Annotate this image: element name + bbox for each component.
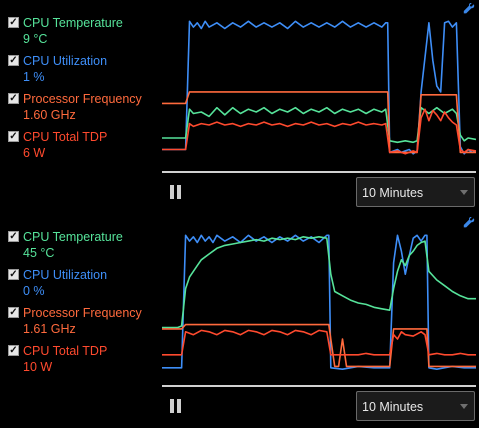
usage-chart <box>162 20 476 155</box>
checkmark-icon[interactable]: ✓ <box>8 306 19 318</box>
time-range-select[interactable]: 10 Minutes <box>356 177 475 207</box>
metric-value: 45 °C <box>23 246 55 260</box>
time-range-select[interactable]: 10 Minutes <box>356 391 475 421</box>
pause-icon[interactable] <box>170 399 182 413</box>
pause-icon[interactable] <box>170 185 182 199</box>
metric-value: 10 W <box>23 360 53 374</box>
metric-value: 1.60 GHz <box>23 108 76 122</box>
time-range-value: 10 Minutes <box>362 400 424 414</box>
utilization-line <box>162 20 476 155</box>
metric-name: CPU Utilization <box>23 268 108 282</box>
metric-value: 1 % <box>23 70 45 84</box>
monitor-panel-1: ✓ CPU Temperature 9 °C ✓ CPU Utilization… <box>8 3 476 207</box>
frequency-line <box>162 91 476 154</box>
metric-value: 9 °C <box>23 32 48 46</box>
metric-legend: ✓ CPU Temperature 9 °C ✓ CPU Utilization… <box>8 16 158 168</box>
checkmark-icon[interactable]: ✓ <box>8 92 19 104</box>
metric-cpu-temperature: ✓ CPU Temperature 9 °C <box>8 16 158 54</box>
chart-baseline <box>162 171 476 173</box>
metric-value: 1.61 GHz <box>23 322 76 336</box>
metric-name: CPU Total TDP <box>23 130 108 144</box>
temperature-line <box>162 106 476 144</box>
metric-processor-frequency: ✓ Processor Frequency 1.61 GHz <box>8 306 158 344</box>
wrench-icon[interactable] <box>463 217 475 229</box>
usage-chart <box>162 234 476 370</box>
metric-name: CPU Total TDP <box>23 344 108 358</box>
metric-cpu-temperature: ✓ CPU Temperature 45 °C <box>8 230 158 268</box>
metric-name: Processor Frequency <box>23 92 142 106</box>
time-range-value: 10 Minutes <box>362 186 424 200</box>
metric-processor-frequency: ✓ Processor Frequency 1.60 GHz <box>8 92 158 130</box>
chevron-down-icon <box>460 190 468 195</box>
tdp-line <box>162 329 476 356</box>
checkmark-icon[interactable]: ✓ <box>8 54 19 66</box>
metric-value: 6 W <box>23 146 46 160</box>
utilization-line <box>162 234 476 370</box>
metric-cpu-utilization: ✓ CPU Utilization 0 % <box>8 268 158 306</box>
temperature-line <box>162 236 476 329</box>
metric-cpu-utilization: ✓ CPU Utilization 1 % <box>8 54 158 92</box>
metric-cpu-total-tdp: ✓ CPU Total TDP 6 W <box>8 130 158 168</box>
tdp-line <box>162 108 476 155</box>
checkmark-icon[interactable]: ✓ <box>8 130 19 142</box>
wrench-icon[interactable] <box>463 3 475 15</box>
chart-baseline <box>162 385 476 387</box>
metric-cpu-total-tdp: ✓ CPU Total TDP 10 W <box>8 344 158 382</box>
metric-name: CPU Temperature <box>23 230 123 244</box>
monitor-panel-2: ✓ CPU Temperature 45 °C ✓ CPU Utilizatio… <box>0 214 479 428</box>
frequency-line <box>162 323 476 368</box>
metric-legend: ✓ CPU Temperature 45 °C ✓ CPU Utilizatio… <box>8 230 158 382</box>
checkmark-icon[interactable]: ✓ <box>8 230 19 242</box>
checkmark-icon[interactable]: ✓ <box>8 16 19 28</box>
chevron-down-icon <box>460 404 468 409</box>
checkmark-icon[interactable]: ✓ <box>8 268 19 280</box>
metric-value: 0 % <box>23 284 45 298</box>
metric-name: CPU Utilization <box>23 54 108 68</box>
checkmark-icon[interactable]: ✓ <box>8 344 19 356</box>
metric-name: CPU Temperature <box>23 16 123 30</box>
metric-name: Processor Frequency <box>23 306 142 320</box>
